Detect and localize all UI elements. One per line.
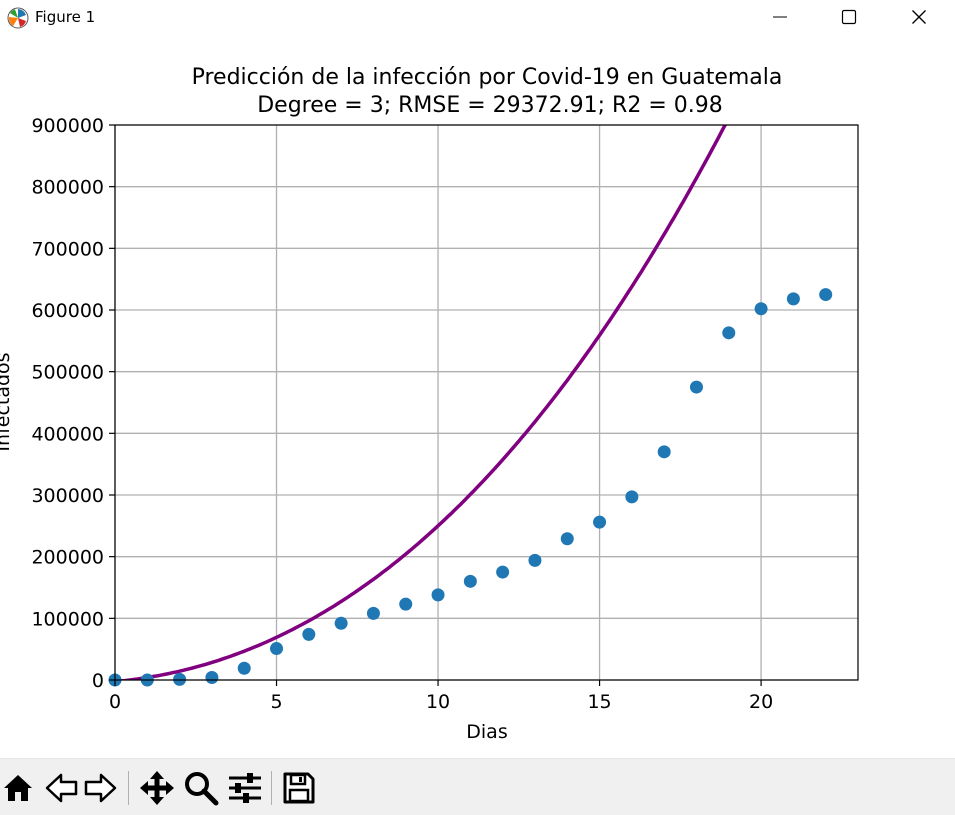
- data-point: [270, 642, 284, 656]
- toolbar-separator: [271, 771, 272, 805]
- window-titlebar: Figure 1: [0, 0, 955, 36]
- x-axis-label: Dias: [466, 721, 507, 743]
- home-icon: [4, 775, 32, 801]
- fit-line-layer: [115, 125, 728, 680]
- x-ticks: 0 5 10 15 20: [109, 680, 773, 713]
- y-tick-label: 0: [92, 670, 104, 692]
- data-point: [657, 445, 671, 459]
- data-point: [302, 627, 316, 641]
- y-tick-label: 300000: [31, 485, 104, 507]
- data-point: [334, 616, 348, 630]
- close-button[interactable]: [896, 0, 942, 34]
- zoom-button[interactable]: [183, 767, 219, 809]
- data-point: [173, 672, 187, 686]
- data-point: [399, 597, 413, 611]
- data-point: [560, 532, 574, 546]
- configure-subplots-button[interactable]: [227, 767, 263, 809]
- data-point: [205, 671, 219, 685]
- forward-arrow-icon: [84, 773, 117, 803]
- figure-canvas[interactable]: 0 5 10 15 20 0 100000 200000 300000 400000 500000…: [0, 36, 955, 758]
- data-point: [496, 565, 510, 579]
- data-point: [786, 292, 800, 306]
- data-point: [722, 326, 736, 340]
- zoom-magnifier-icon: [185, 772, 219, 806]
- x-tick-label: 5: [270, 691, 282, 713]
- data-point: [366, 606, 380, 620]
- x-tick-label: 20: [749, 691, 773, 713]
- forward-button[interactable]: [82, 767, 118, 809]
- data-point: [689, 380, 703, 394]
- back-arrow-icon: [45, 773, 78, 803]
- window-title: Figure 1: [35, 8, 96, 26]
- scatter-points: [108, 288, 833, 687]
- save-button[interactable]: [281, 767, 317, 809]
- axes-frame: [114, 124, 859, 681]
- x-tick-label: 0: [109, 691, 121, 713]
- data-point: [431, 588, 445, 602]
- y-tick-label: 700000: [31, 238, 104, 260]
- y-ticks: 0 100000 200000 300000 400000 500000 600000 700…: [31, 115, 115, 692]
- back-button[interactable]: [44, 767, 80, 809]
- navigation-toolbar: [0, 758, 955, 815]
- y-axis-label: Infectados: [0, 352, 14, 451]
- minimize-button[interactable]: [757, 0, 803, 34]
- minimize-icon: [773, 16, 787, 18]
- close-icon: [912, 10, 926, 24]
- chart-subtitle: Degree = 3; RMSE = 29372.91; R2 = 0.98: [257, 93, 723, 118]
- y-tick-label: 500000: [31, 362, 104, 384]
- chart-title: Predicción de la infección por Covid-19 …: [192, 65, 783, 90]
- regression-fit-line: [115, 125, 728, 680]
- data-point: [528, 553, 542, 567]
- pan-move-icon: [140, 771, 174, 805]
- subplots-config-icon: [229, 773, 261, 803]
- maximize-icon: [841, 9, 857, 25]
- data-point: [237, 661, 251, 675]
- chart: 0 5 10 15 20 0 100000 200000 300000 400000 500000…: [0, 36, 955, 758]
- y-tick-label: 400000: [31, 423, 104, 445]
- home-button[interactable]: [0, 767, 36, 809]
- maximize-button[interactable]: [826, 0, 872, 34]
- data-point: [819, 288, 833, 302]
- x-tick-label: 10: [426, 691, 450, 713]
- y-tick-label: 100000: [31, 608, 104, 630]
- y-tick-label: 900000: [31, 115, 104, 137]
- data-point: [593, 515, 607, 529]
- x-tick-label: 15: [587, 691, 611, 713]
- toolbar-separator: [128, 771, 129, 805]
- y-tick-label: 600000: [31, 300, 104, 322]
- y-tick-label: 200000: [31, 547, 104, 569]
- y-tick-label: 800000: [31, 177, 104, 199]
- data-point: [754, 302, 768, 316]
- save-floppy-icon: [283, 772, 315, 804]
- data-point: [625, 490, 639, 504]
- data-point: [463, 574, 477, 588]
- matplotlib-figure-icon: [7, 7, 29, 29]
- pan-button[interactable]: [139, 767, 175, 809]
